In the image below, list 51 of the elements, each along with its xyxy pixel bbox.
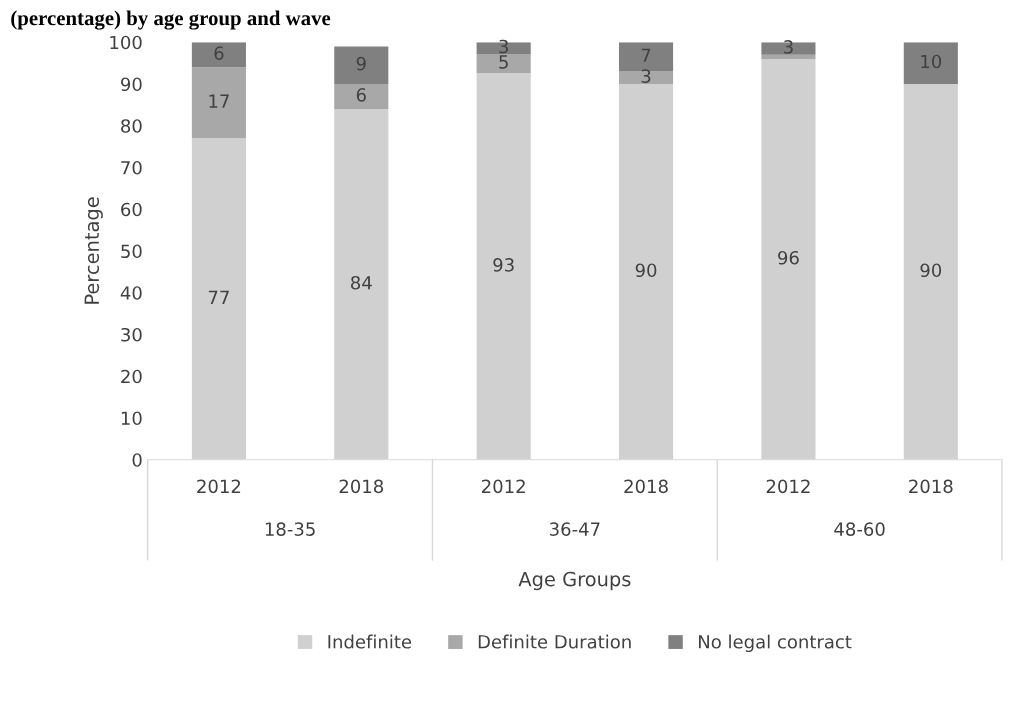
y-tick-label: 70 bbox=[121, 160, 142, 175]
data-label: 5 bbox=[499, 55, 508, 69]
data-label: 3 bbox=[784, 40, 793, 54]
bar bbox=[619, 71, 674, 84]
bar bbox=[476, 53, 531, 74]
legend-label: Definite Duration bbox=[478, 634, 631, 649]
data-label: 9 bbox=[356, 56, 366, 71]
x-tick-label: 2018 bbox=[624, 479, 668, 494]
data-label: 10 bbox=[921, 54, 942, 69]
bar bbox=[334, 46, 389, 84]
y-tick-label: 60 bbox=[121, 202, 142, 217]
x-tick-label: 2018 bbox=[909, 479, 953, 494]
x-tick-label: 2018 bbox=[339, 479, 384, 494]
bar bbox=[761, 42, 816, 55]
y-tick-label: 100 bbox=[110, 35, 142, 50]
legend-label: No legal contract bbox=[699, 634, 852, 653]
data-label: 90 bbox=[920, 263, 942, 278]
legend-label: Indefinite bbox=[328, 634, 412, 649]
text: 36-47 bbox=[550, 522, 600, 536]
data-label: 3 bbox=[499, 39, 508, 54]
y-tick-label: 90 bbox=[121, 77, 142, 92]
bar bbox=[334, 83, 389, 110]
data-label: 3 bbox=[641, 69, 651, 83]
text: 48-60 bbox=[834, 522, 885, 536]
y-tick-label: 30 bbox=[121, 327, 142, 342]
bar bbox=[191, 67, 246, 139]
y-tick-label: 10 bbox=[121, 411, 142, 426]
y-tick-label: 80 bbox=[121, 119, 142, 133]
text: 18-35 bbox=[265, 522, 315, 536]
data-label: 17 bbox=[209, 94, 229, 108]
data-label: 84 bbox=[351, 275, 372, 290]
data-label: 90 bbox=[635, 263, 657, 278]
data-label: 6 bbox=[356, 88, 366, 102]
x-tick-label: 2012 bbox=[766, 479, 810, 494]
chart-title: (percentage) by age group and wave bbox=[11, 10, 331, 30]
bar bbox=[903, 42, 958, 84]
y-tick-label: 50 bbox=[121, 244, 142, 259]
y-axis-title: Percentage bbox=[84, 197, 103, 304]
data-label: 93 bbox=[493, 258, 514, 272]
y-tick-label: 20 bbox=[121, 369, 142, 384]
y-tick-label: 40 bbox=[120, 286, 142, 300]
bar bbox=[761, 54, 816, 59]
x-tick-label: 2012 bbox=[482, 479, 525, 494]
data-label: 6 bbox=[214, 46, 224, 60]
data-label: 77 bbox=[208, 290, 229, 304]
y-tick-label: 0 bbox=[132, 453, 142, 467]
data-label: 7 bbox=[641, 48, 651, 62]
data-label: 96 bbox=[778, 250, 799, 265]
bar bbox=[191, 42, 246, 68]
x-tick-label: 2012 bbox=[197, 479, 241, 494]
x-axis-title: Age Groups bbox=[518, 571, 631, 591]
